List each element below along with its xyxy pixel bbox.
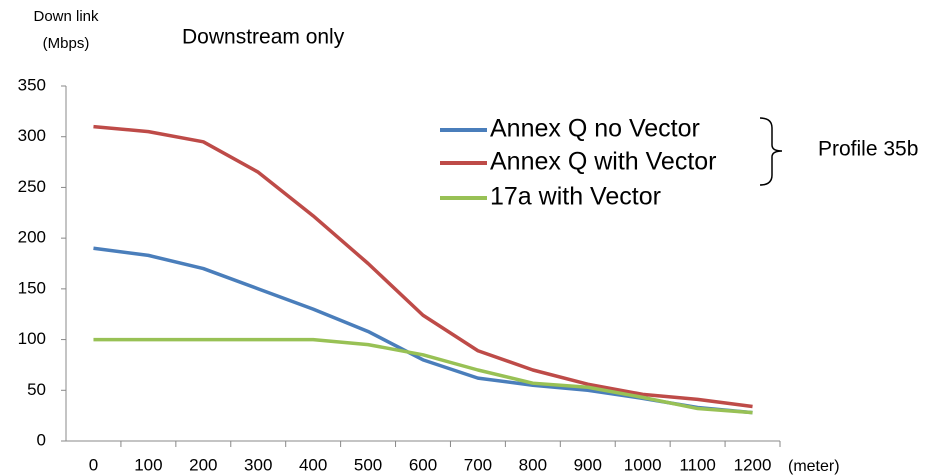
x-tick-label: 900 xyxy=(574,455,602,474)
y-tick-label: 150 xyxy=(18,278,46,297)
x-tick-label: 1100 xyxy=(679,455,716,474)
chart-title: Downstream only xyxy=(182,26,345,49)
x-tick-label: 800 xyxy=(519,455,547,474)
x-tick-label: 300 xyxy=(244,455,272,474)
bracket xyxy=(759,117,783,186)
y-tick-label: 0 xyxy=(37,430,46,449)
y-axis-label: Down link xyxy=(33,8,99,25)
y-tick-label: 50 xyxy=(27,380,46,399)
x-tick-label: 0 xyxy=(89,455,98,474)
x-tick-label: 100 xyxy=(134,455,162,474)
x-tick-label: 1000 xyxy=(624,455,662,474)
x-tick-label: 200 xyxy=(189,455,217,474)
y-tick-label: 350 xyxy=(18,75,46,94)
y-tick-label: 100 xyxy=(18,329,46,348)
annotation: Profile 35b xyxy=(818,138,918,161)
x-tick-label: 700 xyxy=(464,455,492,474)
series-line xyxy=(93,124,753,409)
x-tick-label: 500 xyxy=(354,455,382,474)
legend-label: 17a with Vector xyxy=(490,183,661,211)
legend-label: Annex Q with Vector xyxy=(490,148,717,176)
y-tick-label: 200 xyxy=(18,228,46,247)
x-axis-unit: (meter) xyxy=(788,458,840,475)
y-axis-label: (Mbps) xyxy=(43,35,90,52)
x-tick-label: 1200 xyxy=(734,455,772,474)
legend-label: Annex Q no Vector xyxy=(490,115,700,143)
x-tick-label: 600 xyxy=(409,455,437,474)
series-line xyxy=(93,337,753,415)
y-tick-label: 250 xyxy=(18,177,46,196)
x-tick-label: 400 xyxy=(299,455,327,474)
y-tick-label: 300 xyxy=(18,126,46,145)
series-line xyxy=(93,246,753,415)
